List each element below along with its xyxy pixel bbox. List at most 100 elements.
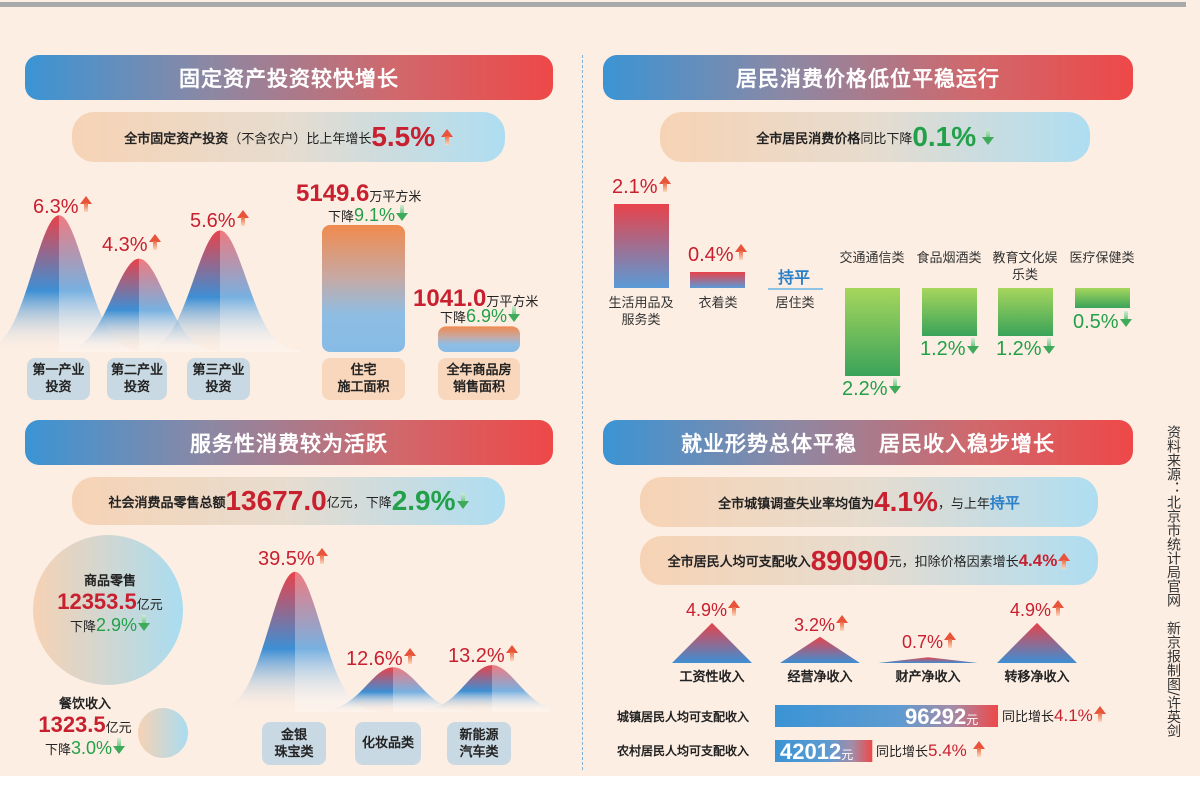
text: 金银 (280, 727, 307, 743)
text: 4.9% (1010, 600, 1052, 620)
cpi-category: 医疗保健类 (1069, 251, 1135, 266)
text: 5.4% (928, 741, 967, 760)
unemployment-summary: 全市城镇调查失业率均值为 4.1% ，与上年 持平 (640, 477, 1098, 527)
text: 6.9% (466, 306, 508, 326)
housing-bar (322, 225, 405, 352)
arrow-up-icon (1093, 706, 1106, 722)
housing-label: 全年商品房 销售面积 (438, 358, 520, 400)
text: 汽车类 (459, 744, 499, 760)
text: 下降 (44, 743, 71, 758)
text: 13677.0 (225, 485, 327, 516)
text: 13.2% (448, 645, 505, 667)
arrow-up-icon (315, 548, 328, 564)
arrow-up-icon (972, 741, 985, 757)
category-label: 新能源 汽车类 (447, 722, 511, 765)
text: 0.5% (1073, 311, 1119, 333)
text: 4.1% (874, 486, 938, 517)
cpi-bar (690, 272, 745, 288)
cpi-bar (845, 288, 900, 376)
cpi-category: 食品烟酒类 (916, 251, 982, 266)
housing-label: 住宅 施工面积 (322, 358, 405, 400)
text: 1041.0 (413, 285, 487, 312)
text: 亿元，下降 (326, 495, 392, 511)
text: 3.0% (70, 738, 113, 758)
arrow-up-icon (403, 648, 416, 664)
text: 商品零售 (83, 574, 136, 589)
text: 施工面积 (337, 380, 390, 395)
cpi-summary: 全市居民消费价格 同比下降 0.1% (660, 112, 1090, 162)
rural-income-label: 农村居民人均可支配收入 (617, 744, 750, 758)
arrow-down-icon (981, 129, 994, 145)
text: 住宅 (350, 363, 377, 378)
text: 全年商品房 (446, 363, 512, 378)
text: 新能源 (459, 727, 499, 743)
arrow-down-icon (888, 378, 901, 394)
category-mountain-highlight (295, 571, 379, 712)
flat-line (768, 288, 823, 290)
summary-text-2: （不含农户）比上年增长 (228, 131, 372, 147)
urban-income-label: 城镇居民人均可支配收入 (617, 710, 750, 724)
arrow-up-icon (1052, 600, 1065, 616)
cpi-value: 0.5% (1073, 311, 1132, 334)
cpi-category: 居住类 (775, 296, 815, 311)
text: 0.1% (912, 121, 977, 152)
arrow-down-icon (1119, 311, 1132, 327)
text: 第二产业 (110, 363, 163, 378)
section-divider (582, 55, 583, 770)
industry-mountain-highlight (139, 258, 223, 352)
industry-value: 6.3% (33, 196, 92, 219)
housing-bar (438, 326, 520, 352)
text: 万平方米 (369, 190, 422, 205)
source-value: 4.9% (1010, 600, 1065, 621)
source-credit: 资料来源：北京市统计局官网 新京报制图/许英剑 (1165, 425, 1181, 738)
urban-income-value: 96292元 (905, 704, 978, 730)
text: 社会消费品零售总额 (108, 495, 226, 511)
text: 同比增长 (1002, 710, 1055, 725)
text: 6.3% (33, 196, 79, 218)
text: 全市居民消费价格 (756, 131, 861, 147)
industry-mountain-highlight (59, 215, 143, 352)
arrow-up-icon (728, 600, 741, 616)
text: 投资 (123, 380, 150, 395)
cpi-value-flat: 持平 (778, 268, 811, 287)
arrow-up-icon (944, 632, 957, 648)
text: 96292 (905, 704, 967, 729)
text: 第一产业 (32, 363, 85, 378)
text: 12353.5 (57, 589, 137, 614)
text: 4.1% (1054, 706, 1093, 725)
text: 5.6% (190, 210, 236, 232)
industry-value: 5.6% (190, 210, 249, 233)
text: 餐饮收入 (58, 697, 111, 712)
section-title-consumption: 服务性消费较为活跃 (25, 420, 553, 465)
section-title-employment-income: 就业形势总体平稳 居民收入稳步增长 (603, 420, 1133, 465)
text: 0.4% (688, 244, 734, 266)
text: 同比下降 (860, 131, 913, 147)
industry-mountain (136, 230, 300, 352)
category-label: 化妆品类 (355, 722, 421, 765)
industry-mountain-highlight (220, 230, 300, 352)
industry-mountain (0, 215, 143, 352)
cpi-value: 0.4% (688, 244, 747, 267)
cpi-category: 生活用品及服务类 (608, 296, 674, 328)
text: 同比增长 (876, 745, 929, 760)
text: 0.7% (902, 632, 944, 652)
arrow-up-icon (734, 244, 747, 260)
arrow-down-icon (138, 615, 151, 631)
category-value: 13.2% (448, 645, 518, 668)
arrow-down-icon (508, 306, 521, 322)
text: 1.2% (920, 338, 966, 360)
cpi-bar-chart (614, 204, 1130, 376)
text: 39.5% (258, 548, 315, 570)
text: 第三产业 (192, 363, 245, 378)
text: ，与上年 (937, 496, 990, 512)
text: 下降 (328, 210, 355, 225)
arrow-down-icon (456, 493, 469, 509)
category-mountain (230, 571, 379, 712)
source-label: 经营净收入 (787, 670, 853, 685)
section-title-cpi: 居民消费价格低位平稳运行 (603, 55, 1133, 100)
housing-construction-value: 5149.6万平方米 (296, 180, 421, 208)
income-source-triangle (780, 636, 860, 663)
arrow-up-icon (236, 210, 249, 226)
text: 4.9% (686, 600, 728, 620)
